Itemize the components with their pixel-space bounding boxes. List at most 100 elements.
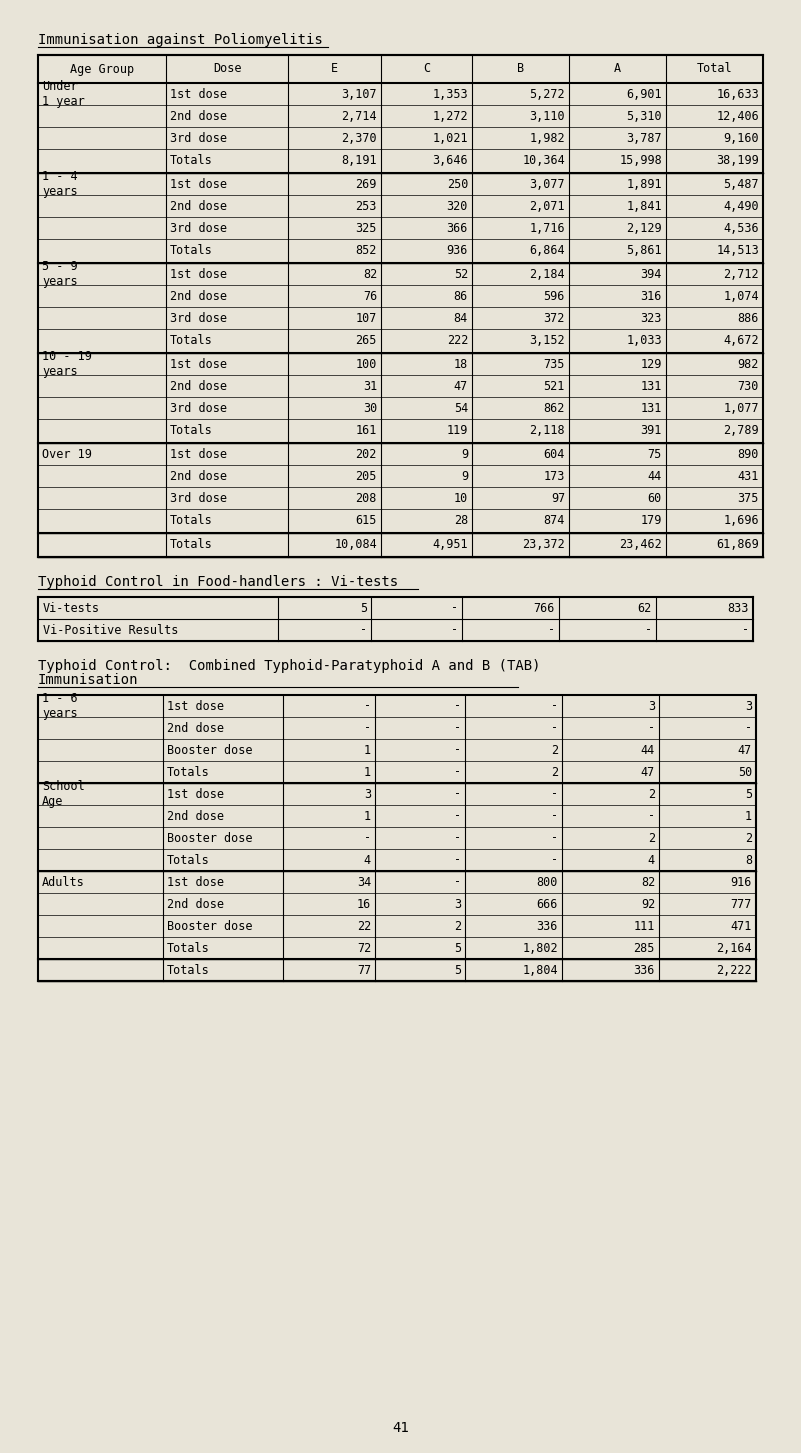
Text: 1st dose: 1st dose [167, 876, 224, 888]
Text: 3,152: 3,152 [529, 334, 565, 347]
Text: -: - [551, 831, 558, 844]
Text: 15,998: 15,998 [619, 154, 662, 167]
Text: 1: 1 [364, 809, 371, 822]
Text: Immunisation against Poliomyelitis: Immunisation against Poliomyelitis [38, 33, 323, 46]
Text: 2nd dose: 2nd dose [167, 898, 224, 911]
Text: 82: 82 [363, 267, 377, 280]
Text: 60: 60 [648, 491, 662, 504]
Text: Booster dose: Booster dose [167, 831, 252, 844]
Text: Totals: Totals [170, 514, 213, 527]
Text: 833: 833 [727, 602, 749, 615]
Text: 2nd dose: 2nd dose [167, 809, 224, 822]
Text: 119: 119 [447, 424, 468, 437]
Text: 1,074: 1,074 [723, 289, 759, 302]
Text: Immunisation: Immunisation [38, 673, 139, 687]
Text: Under
1 year: Under 1 year [42, 80, 85, 108]
Text: 3,787: 3,787 [626, 132, 662, 144]
Text: Dose: Dose [213, 62, 241, 76]
Text: 1: 1 [364, 744, 371, 757]
Text: 1,716: 1,716 [529, 221, 565, 234]
Text: -: - [551, 809, 558, 822]
Text: 890: 890 [738, 448, 759, 461]
Text: 2: 2 [551, 766, 558, 779]
Text: Totals: Totals [167, 766, 210, 779]
Text: 41: 41 [392, 1421, 409, 1436]
Text: 2,164: 2,164 [716, 942, 752, 955]
Text: Age Group: Age Group [70, 62, 134, 76]
Text: 173: 173 [544, 469, 565, 482]
Text: 44: 44 [641, 744, 655, 757]
Text: 16,633: 16,633 [716, 87, 759, 100]
Text: School
Age: School Age [42, 780, 85, 808]
Text: 3rd dose: 3rd dose [170, 401, 227, 414]
Text: -: - [360, 623, 367, 636]
Text: 52: 52 [453, 267, 468, 280]
Text: 982: 982 [738, 357, 759, 371]
Text: 107: 107 [356, 311, 377, 324]
Text: 5: 5 [745, 788, 752, 801]
Text: 92: 92 [641, 898, 655, 911]
Text: 4,951: 4,951 [433, 539, 468, 552]
Text: 76: 76 [363, 289, 377, 302]
Text: 61,869: 61,869 [716, 539, 759, 552]
Bar [38, 55, 763, 556]
Text: Adults: Adults [42, 876, 85, 888]
Text: 179: 179 [641, 514, 662, 527]
Text: 82: 82 [641, 876, 655, 888]
Text: 2nd dose: 2nd dose [170, 109, 227, 122]
Text: 3: 3 [648, 699, 655, 712]
Text: -: - [454, 876, 461, 888]
Text: Totals: Totals [170, 244, 213, 257]
Text: 2nd dose: 2nd dose [170, 289, 227, 302]
Text: 766: 766 [533, 602, 555, 615]
Text: 18: 18 [453, 357, 468, 371]
Text: 1st dose: 1st dose [167, 788, 224, 801]
Text: 1,804: 1,804 [522, 963, 558, 976]
Text: 2,129: 2,129 [626, 221, 662, 234]
Text: 1,272: 1,272 [433, 109, 468, 122]
Text: 10 - 19
years: 10 - 19 years [42, 350, 92, 378]
Text: 131: 131 [641, 401, 662, 414]
Text: Typhoid Control in Food-handlers : Vi-tests: Typhoid Control in Food-handlers : Vi-te… [38, 575, 398, 588]
Text: 50: 50 [738, 766, 752, 779]
Text: 10,364: 10,364 [522, 154, 565, 167]
Text: 2: 2 [648, 831, 655, 844]
Text: 366: 366 [447, 221, 468, 234]
Text: 916: 916 [731, 876, 752, 888]
Text: 1 - 6
years: 1 - 6 years [42, 692, 78, 721]
Text: 3rd dose: 3rd dose [170, 491, 227, 504]
Text: -: - [454, 809, 461, 822]
Text: Booster dose: Booster dose [167, 920, 252, 933]
Text: 22: 22 [356, 920, 371, 933]
Text: 325: 325 [356, 221, 377, 234]
Text: 62: 62 [638, 602, 652, 615]
Text: E: E [331, 62, 338, 76]
Text: 4,490: 4,490 [723, 199, 759, 212]
Text: -: - [454, 788, 461, 801]
Text: 5 - 9
years: 5 - 9 years [42, 260, 78, 288]
Text: Total: Total [697, 62, 732, 76]
Text: 253: 253 [356, 199, 377, 212]
Text: 10: 10 [453, 491, 468, 504]
Text: -: - [364, 722, 371, 735]
Text: 202: 202 [356, 448, 377, 461]
Text: 161: 161 [356, 424, 377, 437]
Text: -: - [454, 831, 461, 844]
Text: 5,272: 5,272 [529, 87, 565, 100]
Text: 77: 77 [356, 963, 371, 976]
Text: 31: 31 [363, 379, 377, 392]
Text: Totals: Totals [170, 334, 213, 347]
Text: 862: 862 [544, 401, 565, 414]
Text: 372: 372 [544, 311, 565, 324]
Text: 2nd dose: 2nd dose [167, 722, 224, 735]
Text: 222: 222 [447, 334, 468, 347]
Text: 205: 205 [356, 469, 377, 482]
Text: C: C [423, 62, 430, 76]
Text: 6,864: 6,864 [529, 244, 565, 257]
Text: 2nd dose: 2nd dose [170, 379, 227, 392]
Text: 3rd dose: 3rd dose [170, 132, 227, 144]
Text: 129: 129 [641, 357, 662, 371]
Text: 131: 131 [641, 379, 662, 392]
Text: 1: 1 [364, 766, 371, 779]
Text: Totals: Totals [170, 539, 213, 552]
